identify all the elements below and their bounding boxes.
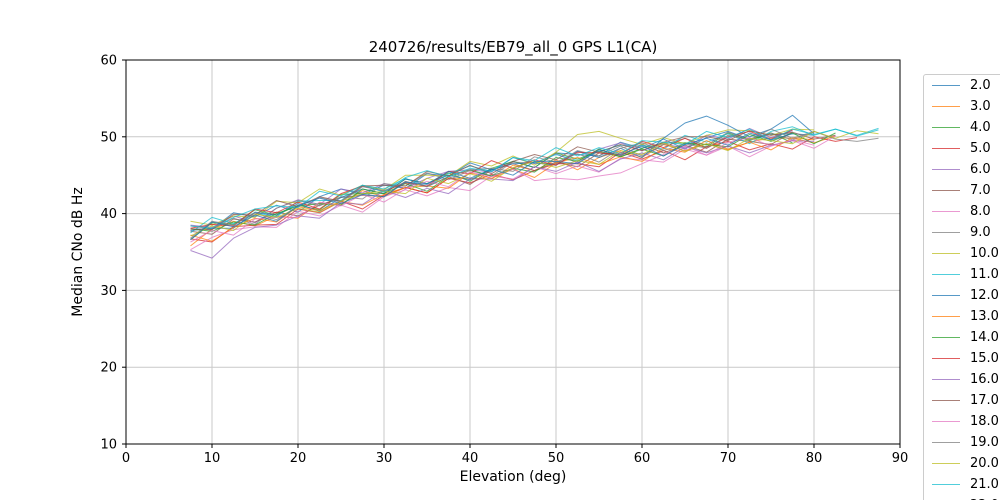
legend-label: 4.0	[970, 120, 991, 135]
legend-label: 6.0	[970, 162, 991, 177]
legend-line-sample	[932, 253, 960, 254]
legend-entry: 16.0	[932, 369, 1000, 390]
series-line-3.0	[190, 135, 836, 247]
legend-label: 20.0	[970, 456, 999, 471]
legend-line-sample	[932, 211, 960, 212]
legend-entry: 18.0	[932, 411, 1000, 432]
legend-line-sample	[932, 169, 960, 170]
legend-line-sample	[932, 274, 960, 275]
x-tick-label: 20	[290, 451, 307, 466]
legend-line-sample	[932, 148, 960, 149]
series-line-2.0	[190, 130, 815, 230]
legend-entry: 15.0	[932, 348, 1000, 369]
legend-entry: 22.0	[932, 495, 1000, 500]
legend-box: 2.0 3.0 4.0 5.0 6.0 7.0 8.0 9.0 10.0 11.0 12.0 13.0…	[923, 74, 1000, 500]
series-line-15.0	[190, 129, 793, 229]
legend-line-sample	[932, 106, 960, 107]
legend-label: 22.0	[970, 498, 999, 500]
legend-entry: 6.0	[932, 159, 1000, 180]
legend-label: 19.0	[970, 435, 999, 450]
legend-label: 17.0	[970, 393, 999, 408]
legend-entry: 9.0	[932, 222, 1000, 243]
legend-entry: 4.0	[932, 117, 1000, 138]
chart-title: 240726/results/EB79_all_0 GPS L1(CA)	[368, 38, 658, 56]
legend-entry: 3.0	[932, 96, 1000, 117]
legend-line-sample	[932, 400, 960, 401]
y-tick-label: 30	[100, 284, 117, 299]
x-tick-label: 70	[720, 451, 737, 466]
legend-label: 3.0	[970, 99, 991, 114]
legend-line-sample	[932, 85, 960, 86]
legend-line-sample	[932, 337, 960, 338]
series-line-21.0	[190, 128, 879, 229]
series-line-22.0	[190, 132, 793, 241]
legend-entry: 11.0	[932, 264, 1000, 285]
legend-label: 5.0	[970, 141, 991, 156]
legend-line-sample	[932, 463, 960, 464]
x-tick-label: 50	[548, 451, 565, 466]
axes-spines	[125, 59, 901, 445]
series-line-19.0	[190, 128, 879, 239]
legend-label: 14.0	[970, 330, 999, 345]
series-line-13.0	[190, 137, 815, 242]
legend-label: 21.0	[970, 477, 999, 492]
legend-label: 12.0	[970, 288, 999, 303]
x-tick-label: 0	[122, 451, 130, 466]
y-tick-label: 20	[100, 361, 117, 376]
series-line-10.0	[190, 128, 815, 226]
legend-label: 8.0	[970, 204, 991, 219]
series-line-17.0	[190, 130, 793, 231]
x-tick-label: 80	[806, 451, 823, 466]
legend-line-sample	[932, 358, 960, 359]
y-tick-label: 40	[100, 207, 117, 222]
legend-line-sample	[932, 379, 960, 380]
legend-entry: 17.0	[932, 390, 1000, 411]
x-tick-label: 10	[204, 451, 221, 466]
legend-label: 13.0	[970, 309, 999, 324]
legend-line-sample	[932, 232, 960, 233]
x-tick-label: 30	[376, 451, 393, 466]
series-line-16.0	[190, 140, 815, 259]
series-line-9.0	[190, 131, 815, 230]
series-line-18.0	[190, 137, 815, 243]
legend-label: 9.0	[970, 225, 991, 240]
y-tick-label: 50	[100, 130, 117, 145]
legend-entry: 2.0	[932, 75, 1000, 96]
y-tick-label: 10	[100, 438, 117, 453]
y-tick-label: 60	[100, 54, 117, 69]
legend-line-sample	[932, 190, 960, 191]
legend-entry: 20.0	[932, 453, 1000, 474]
legend-entry: 7.0	[932, 180, 1000, 201]
x-tick-label: 60	[634, 451, 651, 466]
legend-label: 10.0	[970, 246, 999, 261]
legend-line-sample	[932, 442, 960, 443]
series-line-8.0	[190, 135, 836, 251]
legend-label: 15.0	[970, 351, 999, 366]
legend-line-sample	[932, 484, 960, 485]
legend-line-sample	[932, 421, 960, 422]
legend-line-sample	[932, 295, 960, 296]
legend-label: 2.0	[970, 78, 991, 93]
series-line-20.0	[190, 130, 879, 237]
legend-entry: 12.0	[932, 285, 1000, 306]
legend-entry: 19.0	[932, 432, 1000, 453]
legend-entry: 14.0	[932, 327, 1000, 348]
legend-label: 16.0	[970, 372, 999, 387]
x-tick-label: 40	[462, 451, 479, 466]
legend-entry: 10.0	[932, 243, 1000, 264]
legend-entry: 13.0	[932, 306, 1000, 327]
x-tick-label: 90	[892, 451, 909, 466]
legend-label: 7.0	[970, 183, 991, 198]
legend-label: 11.0	[970, 267, 999, 282]
y-axis-label: Median CNo dB Hz	[70, 187, 86, 317]
legend-entry: 5.0	[932, 138, 1000, 159]
legend-entry: 8.0	[932, 201, 1000, 222]
x-axis-label: Elevation (deg)	[459, 469, 567, 485]
legend-label: 18.0	[970, 414, 999, 429]
legend-entry: 21.0	[932, 474, 1000, 495]
legend-line-sample	[932, 127, 960, 128]
legend-line-sample	[932, 316, 960, 317]
